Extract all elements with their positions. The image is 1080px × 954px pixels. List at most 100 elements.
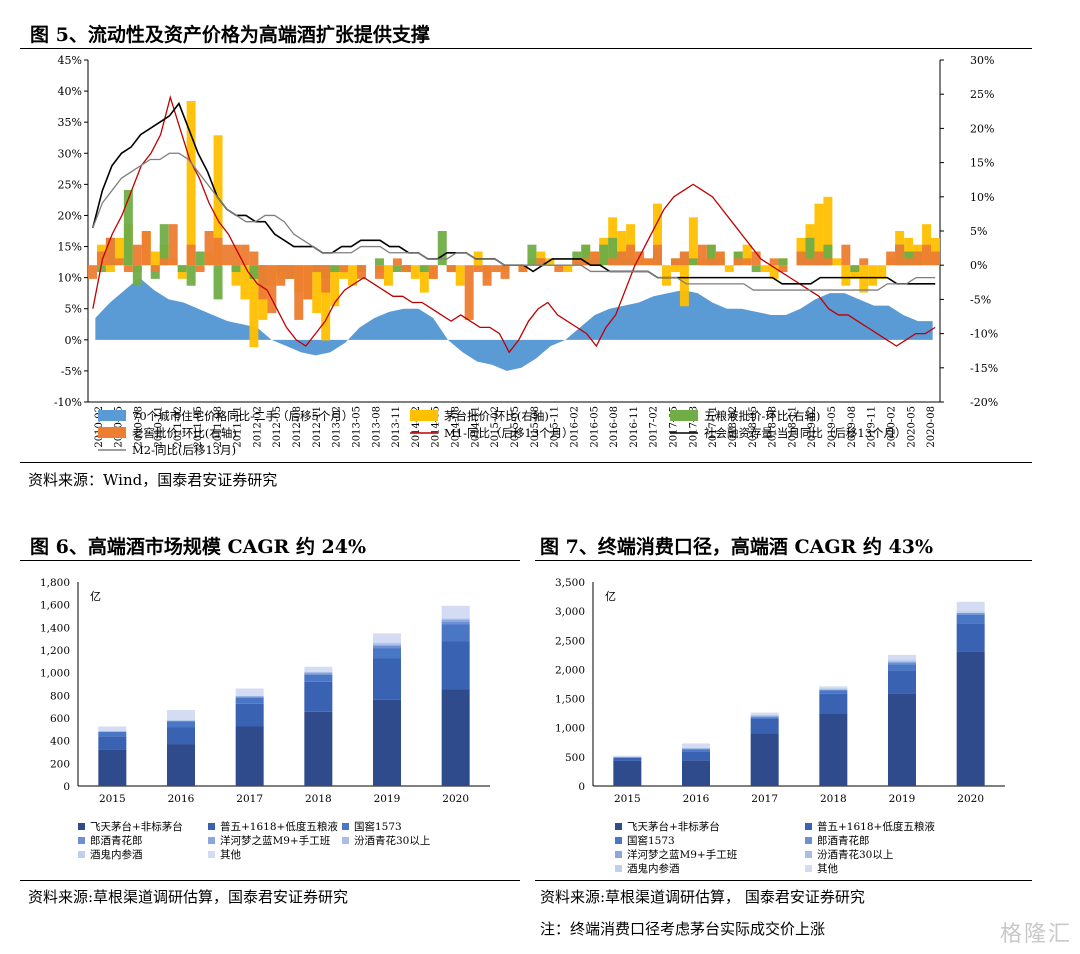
fig5-bar-2	[581, 244, 591, 266]
fig5-bar-3	[626, 244, 636, 266]
fig6-y-tick-label: 800	[50, 690, 70, 702]
fig6-bar-segment	[235, 695, 264, 696]
fig5-x-tick-label: 2020-02	[886, 406, 897, 448]
fig6-legend-swatch	[342, 823, 349, 830]
fig5-bar-2	[177, 265, 187, 273]
fig7-legend-label: 飞天茅台+非标茅台	[627, 820, 720, 833]
fig6-y-tick-label: 1,600	[40, 600, 70, 612]
fig6-bar-segment	[98, 736, 127, 750]
fig5-bar-3	[88, 265, 97, 279]
fig7-legend-swatch	[615, 837, 622, 844]
fig5-bar-3	[114, 258, 124, 266]
fig7-title: 图 7、终端消费口径，高端酒 CAGR 约 43%	[540, 536, 934, 558]
fig5-bar-2	[823, 244, 833, 266]
fig5-x-tick-label: 2013-11	[391, 406, 402, 448]
fig5-bar-1	[877, 265, 887, 279]
fig5-x-tick-label: 2012-11	[312, 406, 323, 448]
fig5-bar-1	[249, 265, 259, 348]
fig5-bar-2	[437, 231, 447, 266]
fig5-left-tick-label: -10%	[54, 396, 82, 409]
fig5-chart: 45% 40% 35% 30% 25% 20% 15% 10% 5% 0% -5% -10% 30% 25…	[54, 54, 998, 457]
fig5-bar-2	[330, 265, 340, 273]
fig5-left-tick-label: 5%	[65, 303, 82, 316]
fig5-bar-1	[455, 265, 465, 286]
fig6-bar-segment	[304, 671, 333, 672]
fig5-bar-1	[545, 258, 555, 266]
fig6-legend-label: 飞天茅台+非标茅台	[90, 820, 183, 833]
fig5-bar-1	[114, 237, 124, 266]
fig5-bar-3	[751, 251, 761, 266]
fig5-bar-3	[213, 237, 223, 266]
fig6-bar-segment	[441, 618, 470, 620]
fig6-bar-segment	[304, 666, 333, 672]
fig5-x-tick-label: 2015-08	[530, 406, 541, 448]
fig5-right-tick-label: 30%	[970, 54, 994, 67]
fig6-x-tick-label: 2019	[374, 793, 401, 805]
fig7-x-tick-label: 2020	[957, 793, 984, 805]
fig7-legend-label: 郎酒青花郎	[817, 834, 870, 847]
fig5-bar-2	[706, 244, 716, 266]
fig5-x-tick-label: 2018-02	[728, 406, 739, 448]
fig7-bar-segment	[888, 654, 916, 660]
fig5-x-tick-label: 2010-02	[94, 406, 105, 448]
fig7-x-tick-label: 2016	[683, 793, 710, 805]
fig6-bar-segment	[441, 605, 470, 618]
fig6-bar-segment	[441, 619, 470, 622]
fig5-bar-3	[321, 265, 331, 293]
fig5-x-tick-label: 2019-02	[807, 406, 818, 448]
fig5-left-tick-label: 35%	[58, 116, 82, 129]
fig7-bar-segment	[819, 688, 848, 690]
fig5-bar-3	[805, 258, 815, 266]
fig5-left-tick-label: 0%	[65, 334, 82, 347]
fig5-x-tick-label: 2013-05	[351, 406, 362, 448]
fig7-y-tick-label: 3,500	[555, 577, 585, 589]
fig5-bar-3	[572, 258, 582, 266]
fig6-bar-segment	[167, 720, 195, 722]
fig6-y-tick-label: 200	[50, 758, 70, 770]
fig7-y-tick-label: 1,500	[555, 694, 585, 706]
fig7-y-tick-label: 2,500	[555, 635, 585, 647]
fig6-bar-segment	[441, 617, 470, 619]
fig5-x-tick-label: 2013-08	[371, 406, 382, 448]
fig5-bar-1	[724, 265, 734, 273]
fig7-bar-segment	[682, 743, 710, 749]
fig6-x-tick-label: 2018	[305, 793, 332, 805]
fig5-x-tick-label: 2015-02	[490, 406, 501, 448]
fig5-bar-3	[679, 251, 689, 266]
fig5-bar-1	[383, 265, 393, 286]
fig5-bar-2	[374, 258, 384, 266]
fig6-bar-segment	[373, 642, 401, 644]
fig5-bar-1	[410, 265, 420, 279]
fig7-bar-segment	[819, 689, 848, 690]
fig6-bar-segment	[167, 744, 195, 786]
fig5-bar-3	[841, 244, 851, 266]
fig7-source: 资料来源:草根渠道调研估算， 国泰君安证券研究	[540, 888, 865, 906]
fig6-bar-segment	[441, 621, 470, 625]
fig7-legend-swatch	[615, 823, 622, 830]
fig5-bar-2	[249, 265, 259, 279]
fig6-legend-swatch	[208, 837, 215, 844]
fig5-x-tick-label: 2010-05	[114, 406, 125, 448]
fig5-bar-3	[249, 251, 259, 266]
fig7-bar-segment	[888, 670, 916, 694]
fig5-bar-3	[222, 244, 232, 266]
fig6-legend-label: 郎酒青花郎	[90, 834, 143, 847]
fig7-bar-segment	[819, 713, 848, 786]
fig7-legend-label: 国窖1573	[627, 834, 675, 847]
fig5-left-tick-label: 45%	[58, 54, 82, 67]
fig5-bar-2	[96, 265, 106, 273]
fig7-bar-segment	[613, 757, 642, 758]
fig7-bar-segment	[888, 661, 916, 664]
fig7-bar-segment	[819, 690, 848, 694]
fig5-bar-1	[688, 217, 698, 266]
fig5-bar-3	[913, 251, 923, 266]
fig5-bar-3	[644, 258, 654, 266]
fig7-bar-segment	[682, 751, 710, 761]
fig5-bar-3	[392, 258, 402, 266]
fig5-bar-2	[751, 265, 761, 273]
fig5-bar-3	[231, 244, 241, 266]
fig5-right-tick-label: -10%	[970, 328, 998, 341]
fig5-bar-3	[141, 231, 151, 266]
fig5-legend-label: M1-同比（后移13个月）	[444, 426, 574, 440]
fig6-bar-segment	[304, 711, 333, 786]
